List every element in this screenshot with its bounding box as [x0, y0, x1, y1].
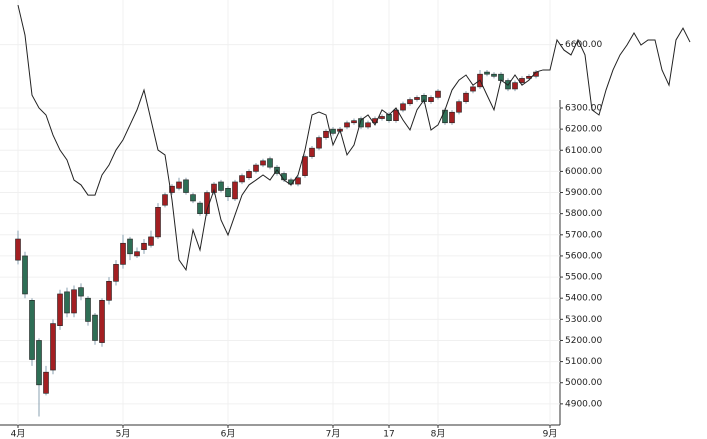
- candle-body: [113, 264, 119, 282]
- y-tick-label: 6300.00: [565, 103, 602, 113]
- candle-body: [365, 122, 371, 128]
- candle-body: [239, 175, 245, 183]
- candle-body: [36, 340, 42, 386]
- candle-body: [148, 236, 154, 246]
- candle-body: [15, 238, 21, 261]
- y-tick-label: 5300.00: [565, 315, 602, 325]
- candle-body: [456, 101, 462, 113]
- x-tick-label: 17: [383, 430, 394, 439]
- candle-body: [491, 73, 497, 77]
- candle-body: [435, 90, 441, 98]
- x-tick-label: 4月: [11, 429, 26, 439]
- candle-body: [302, 156, 308, 176]
- y-tick-label: 5400.00: [565, 294, 602, 304]
- candle-body: [358, 118, 364, 128]
- candle-body: [197, 202, 203, 214]
- candle-body: [176, 181, 182, 189]
- y-tick-label: 5700.00: [565, 230, 602, 240]
- candle-body: [64, 291, 70, 314]
- y-tick-label: 6200.00: [565, 125, 602, 135]
- candle-body: [519, 78, 525, 83]
- candle-body: [169, 185, 175, 193]
- candle-body: [50, 323, 56, 371]
- y-tick-label: 5100.00: [565, 357, 602, 367]
- x-tick-label: 9月: [543, 429, 558, 439]
- candle-body: [22, 255, 28, 295]
- candle-body: [379, 116, 385, 119]
- candle-body: [393, 109, 399, 121]
- candle-body: [29, 300, 35, 360]
- candle-body: [85, 297, 91, 322]
- candle-body: [218, 181, 224, 191]
- candle-body: [246, 171, 252, 179]
- y-tick-label: 4900.00: [565, 399, 602, 409]
- candle-body: [253, 164, 259, 172]
- candle-body: [295, 177, 301, 185]
- x-tick-label: 6月: [221, 429, 236, 439]
- candle-body: [323, 130, 329, 138]
- line-series: [17, 4, 691, 272]
- y-tick-label: 5200.00: [565, 336, 602, 346]
- candle-body: [442, 109, 448, 124]
- candle-body: [428, 97, 434, 102]
- candle-body: [190, 194, 196, 202]
- candle-body: [414, 97, 420, 100]
- candle-body: [407, 99, 413, 105]
- candle-body: [78, 287, 84, 297]
- candle-body: [225, 188, 231, 198]
- candle-body: [470, 86, 476, 92]
- candle-body: [71, 289, 77, 314]
- y-tick-label: 5600.00: [565, 251, 602, 261]
- candle-body: [260, 160, 266, 166]
- x-tick-label: 8月: [431, 429, 446, 439]
- candle-body: [162, 194, 168, 206]
- candle-body: [267, 158, 273, 168]
- candle-body: [155, 207, 161, 238]
- candle-body: [134, 251, 140, 257]
- candle-body: [57, 293, 63, 326]
- candle-body: [400, 103, 406, 111]
- candle-body: [512, 82, 518, 90]
- candle-body: [120, 242, 126, 265]
- candle-body: [43, 371, 49, 394]
- y-tick-label: 5900.00: [565, 188, 602, 198]
- candle-body: [344, 122, 350, 128]
- candle-body: [330, 128, 336, 134]
- candle-body: [316, 137, 322, 149]
- candle-body: [92, 314, 98, 341]
- candle-body: [141, 242, 147, 250]
- y-tick-label: 5000.00: [565, 378, 602, 388]
- y-tick-label: 5500.00: [565, 273, 602, 283]
- x-tick-label: 5月: [116, 429, 131, 439]
- y-tick-label: 6600.00: [565, 40, 602, 50]
- candle-body: [99, 300, 105, 343]
- candle-body: [106, 280, 112, 301]
- y-tick-label: 5800.00: [565, 209, 602, 219]
- x-tick-label: 7月: [326, 429, 341, 439]
- candle-body: [463, 92, 469, 102]
- candle-body: [183, 179, 189, 193]
- candle-body: [211, 183, 217, 193]
- y-tick-label: 6000.00: [565, 167, 602, 177]
- candle-body: [484, 71, 490, 75]
- candle-body: [127, 238, 133, 255]
- candle-body: [351, 120, 357, 124]
- candle-body: [309, 147, 315, 157]
- candle-body: [232, 181, 238, 200]
- y-tick-label: 6100.00: [565, 146, 602, 156]
- candle-body: [449, 111, 455, 124]
